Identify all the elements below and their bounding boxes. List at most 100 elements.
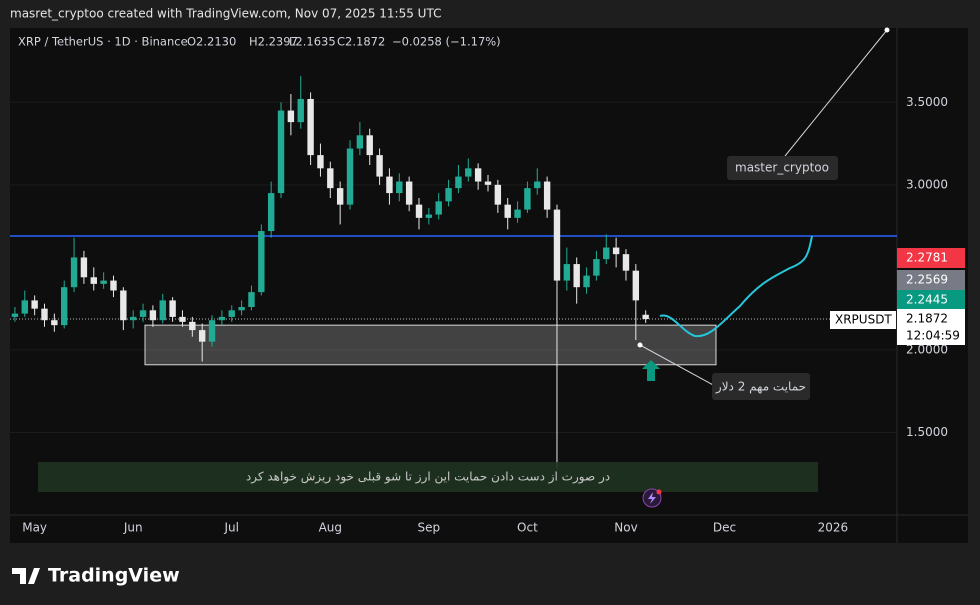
candle-body — [51, 320, 58, 326]
candle-body — [21, 300, 28, 314]
projection-path — [659, 235, 813, 338]
y-tick-label: 2.0000 — [906, 342, 948, 356]
support-text: حمایت مهم 2 دلار — [715, 380, 806, 395]
candle-body — [553, 209, 561, 281]
x-tick-label: Oct — [517, 521, 538, 535]
candle-body — [159, 300, 166, 321]
candle-body — [366, 135, 373, 156]
candle-body — [612, 247, 620, 255]
candle-body — [543, 181, 551, 210]
price-label: 2.2781 — [906, 251, 948, 265]
candle-body — [346, 148, 354, 205]
legend-low: L2.1635 — [289, 35, 336, 49]
event-dot — [656, 489, 662, 495]
x-tick-label: Dec — [713, 521, 736, 535]
candle-body — [534, 181, 541, 189]
x-tick-label: Jun — [123, 521, 143, 535]
candle-body — [504, 204, 511, 218]
symbol-tag-box — [830, 311, 896, 329]
note-text: در صورت از دست دادن حمایت این ارز تا شو … — [246, 470, 610, 485]
legend-high: H2.2397 — [249, 35, 298, 49]
candle-body — [267, 193, 275, 232]
support-zone — [144, 324, 717, 366]
candle-body — [455, 176, 462, 189]
author-pointer — [784, 29, 888, 157]
candle-body — [583, 275, 590, 288]
logo-mark — [12, 568, 40, 584]
logo: TradingView — [48, 565, 180, 587]
candle-body — [277, 110, 285, 194]
author-box — [727, 156, 838, 180]
candle-body — [41, 308, 48, 321]
candle-body — [169, 300, 176, 317]
support-pointer — [639, 344, 716, 387]
candle-body — [238, 306, 245, 311]
legend-close: C2.1872 — [337, 35, 385, 49]
price-label: 2.2445 — [906, 293, 948, 307]
candle-body — [356, 135, 364, 149]
candle-body — [100, 280, 107, 284]
candle-body — [603, 247, 610, 260]
candle-body — [198, 330, 206, 342]
candle-body — [248, 292, 255, 307]
x-tick-label: Aug — [319, 521, 342, 535]
candle-body — [386, 176, 393, 194]
candle-body — [327, 168, 334, 189]
candle-body — [405, 181, 413, 205]
candle-body — [208, 320, 216, 342]
price-label-box — [897, 248, 965, 268]
x-tick-label: 2026 — [818, 521, 849, 535]
last-price: 2.1872 — [906, 312, 948, 326]
candle-body — [90, 277, 97, 284]
y-tick-label: 3.5000 — [906, 95, 948, 109]
candle-body — [396, 181, 403, 194]
x-tick-label: Sep — [418, 521, 441, 535]
candle-body — [110, 280, 117, 291]
countdown: 12:04:59 — [906, 329, 960, 343]
candle-body — [129, 316, 137, 321]
candle-body — [11, 313, 19, 317]
candle-body — [287, 110, 295, 123]
candle-body — [80, 257, 88, 278]
candle-body — [563, 264, 571, 281]
pointer-dot — [637, 342, 643, 348]
candle-body — [228, 310, 235, 317]
price-label: 2.2569 — [906, 273, 948, 287]
chart-panel — [10, 28, 968, 543]
candle-body — [179, 316, 186, 322]
candle-body — [120, 290, 127, 321]
candle-body — [514, 209, 521, 218]
candle-body — [484, 181, 492, 185]
legend-change: −0.0258 (−1.17%) — [392, 35, 501, 49]
lightning — [648, 492, 656, 504]
header: masret_cryptoo created with TradingView.… — [10, 7, 441, 21]
candle-body — [435, 201, 442, 215]
x-tick-label: Jul — [224, 521, 239, 535]
symbol: XRP / TetherUS · 1D · Binance — [18, 35, 188, 49]
candle-body — [593, 259, 600, 276]
support-box — [712, 373, 810, 400]
candle-body — [524, 188, 531, 210]
x-tick-label: May — [22, 521, 47, 535]
y-tick-label: 1.5000 — [906, 425, 948, 439]
price-label-box — [897, 290, 965, 310]
candle-body — [61, 287, 68, 326]
candle-body — [258, 231, 265, 293]
candle-body — [317, 155, 324, 169]
candle-body — [465, 168, 472, 177]
symbol-tag: XRPUSDT — [835, 313, 892, 327]
y-tick-label: 3.0000 — [906, 177, 948, 191]
up-arrow — [642, 360, 660, 381]
note-box — [38, 462, 818, 492]
price-label-box — [897, 270, 965, 290]
pointer-dot — [884, 27, 890, 33]
candle-body — [189, 321, 196, 331]
candle-body — [494, 184, 502, 205]
candle-body — [70, 257, 78, 288]
candle-body — [376, 155, 383, 177]
candle-body — [632, 270, 640, 301]
candle-body — [445, 188, 452, 202]
candle-body — [297, 98, 304, 123]
